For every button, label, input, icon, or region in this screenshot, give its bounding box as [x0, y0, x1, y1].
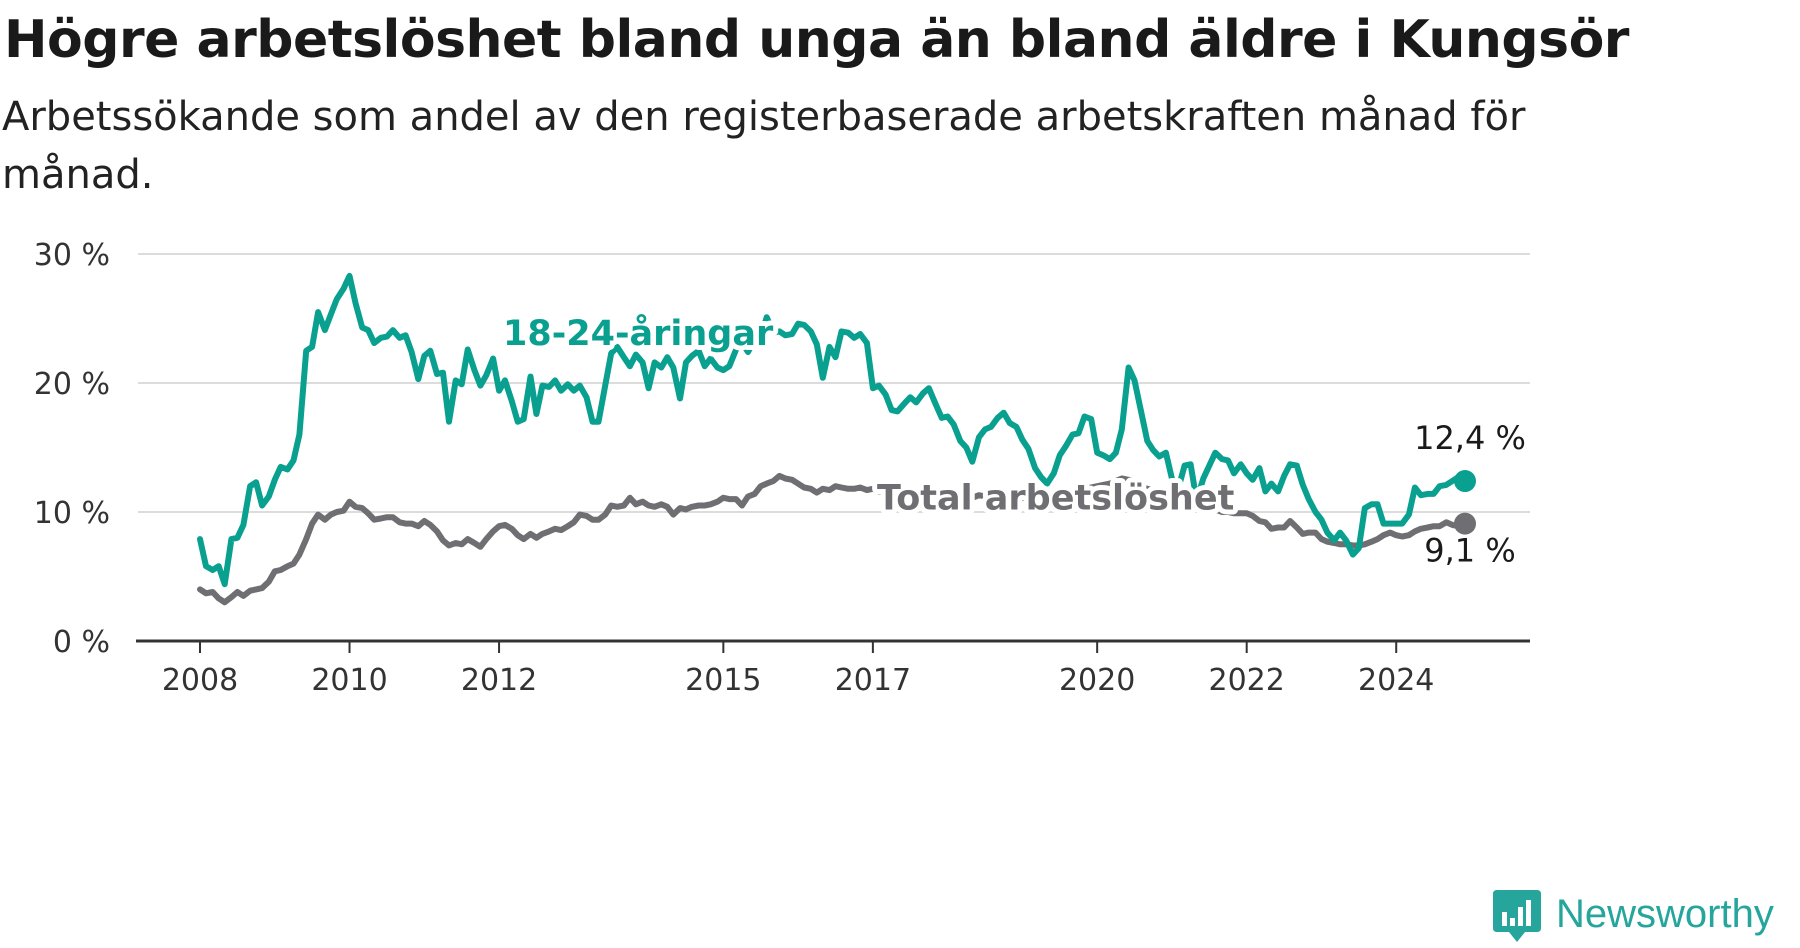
- y-tick-label: 30 %: [34, 238, 110, 273]
- y-axis-ticks: 0 % 10 % 20 % 30 %: [34, 238, 110, 660]
- total-end-label: 9,1 %: [1424, 532, 1515, 570]
- x-tick-label: 2017: [835, 663, 911, 698]
- series-lines: [197, 272, 1468, 606]
- newsworthy-logo: Newsworthy: [1491, 888, 1796, 948]
- total-series-line: [197, 472, 1468, 606]
- x-tick-label: 2010: [311, 663, 387, 698]
- y-tick-label: 20 %: [34, 367, 110, 402]
- y-tick-label: 0 %: [53, 625, 110, 660]
- grid-lines: [138, 253, 1530, 513]
- youth-series-label: 18-24-åringar: [503, 313, 774, 354]
- youth-end-point: [1454, 470, 1476, 493]
- total-end-point: [1454, 512, 1476, 535]
- line-chart: 0 % 10 % 20 % 30 % 2008 2010 2012 2015 2017 2020…: [34, 238, 1530, 698]
- youth-end-label: 12,4 %: [1414, 419, 1526, 457]
- x-tick-label: 2012: [461, 663, 537, 698]
- total-series-label: Total arbetslöshet: [877, 479, 1234, 519]
- newsworthy-chart-icon: [1493, 890, 1541, 942]
- series-labels: 12,4 % 18-24-åringar 9,1 % Total arbetslösh…: [498, 308, 1526, 570]
- youth-series-line: [197, 272, 1468, 588]
- x-tick-label: 2024: [1358, 663, 1434, 698]
- x-tick-label: 2008: [162, 663, 238, 698]
- x-tick-label: 2020: [1059, 663, 1135, 698]
- brand-name: Newsworthy: [1556, 892, 1774, 936]
- y-tick-label: 10 %: [34, 496, 110, 531]
- x-tick-label: 2015: [685, 663, 761, 698]
- chart-title: Högre arbetslöshet bland unga än bland ä…: [4, 10, 1629, 70]
- x-tick-label: 2022: [1209, 663, 1285, 698]
- chart-subtitle: Arbetssökande som andel av den registerb…: [2, 94, 1526, 198]
- x-axis: 2008 2010 2012 2015 2017 2020 2022 2024: [136, 639, 1530, 698]
